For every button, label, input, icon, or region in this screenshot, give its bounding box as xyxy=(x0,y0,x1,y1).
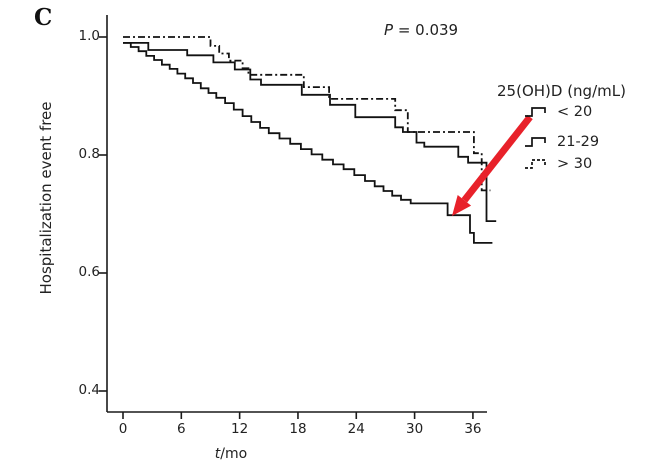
x-tick-label: 0 xyxy=(118,421,128,437)
annotation-arrow-icon xyxy=(452,114,533,216)
x-axis-title-symbol: t xyxy=(214,446,221,462)
legend-entry: > 30 xyxy=(524,156,592,172)
x-tick-label: 6 xyxy=(177,421,186,437)
x-tick-label: 18 xyxy=(289,421,307,437)
y-tick-label: 0.8 xyxy=(78,146,100,162)
legend-entry: < 20 xyxy=(524,104,592,120)
y-tick-label: 1.0 xyxy=(78,28,100,44)
legend-step-marker-icon xyxy=(525,137,546,147)
legend-label: < 20 xyxy=(557,104,593,120)
km-curves xyxy=(123,36,497,244)
legend-label: > 30 xyxy=(557,156,593,172)
legend-step-marker-icon xyxy=(525,107,546,117)
y-tick-label: 0.6 xyxy=(78,264,100,280)
p-value-annotation: P = 0.039 xyxy=(384,21,458,39)
p-value-text: = 0.039 xyxy=(393,21,459,39)
legend-step-marker-icon xyxy=(525,159,546,169)
x-axis-title-unit: /mo xyxy=(220,446,248,462)
legend-title: 25(OH)D (ng/mL) xyxy=(497,82,626,100)
p-symbol: P xyxy=(384,21,394,39)
x-tick-label: 36 xyxy=(464,421,482,437)
panel-label: C xyxy=(34,4,53,31)
legend-entry: 21-29 xyxy=(524,134,599,150)
y-axis-title: Hospitalization event free xyxy=(37,101,55,295)
x-tick-label: 24 xyxy=(347,421,365,437)
plot-axes xyxy=(99,15,487,419)
legend-label: 21-29 xyxy=(557,134,600,150)
x-axis-title: t/mo xyxy=(215,446,247,462)
km-curve-gt30 xyxy=(123,36,491,192)
km-curve-21-29 xyxy=(123,42,497,222)
y-tick-label: 0.4 xyxy=(78,382,100,398)
km-curve-lt20 xyxy=(123,42,493,244)
x-tick-label: 12 xyxy=(231,421,249,437)
x-tick-label: 30 xyxy=(406,421,424,437)
